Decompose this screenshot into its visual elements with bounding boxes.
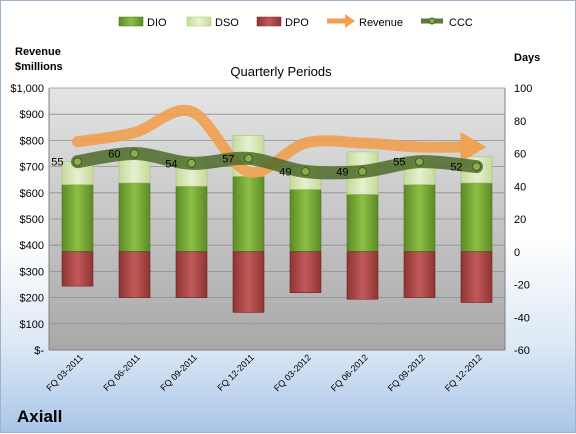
ccc-data-label: 60	[108, 149, 120, 161]
left-tick-label: $-	[34, 345, 44, 357]
left-axis-title-line2: $millions	[15, 61, 63, 73]
bar-dio	[403, 184, 436, 253]
ccc-point	[187, 158, 196, 168]
legend-label-ccc: CCC	[449, 17, 473, 29]
right-tick-label: 20	[514, 214, 526, 226]
revenue-arrowhead	[460, 131, 487, 162]
ccc-data-label: 52	[450, 162, 462, 174]
left-axis-title-line1: Revenue	[15, 46, 61, 58]
bar-dio	[232, 176, 265, 253]
left-tick-label: $800	[20, 135, 44, 147]
chart-title: Quarterly Periods	[230, 64, 332, 79]
right-tick-label: 100	[514, 83, 532, 95]
left-tick-label: $100	[20, 319, 44, 331]
ccc-data-label: 54	[165, 158, 177, 170]
legend: DIO DSO DPO Revenue CCC	[118, 14, 473, 29]
bar-dpo	[346, 251, 379, 300]
ccc-data-label: 55	[51, 157, 63, 169]
right-tick-label: 0	[514, 247, 520, 259]
x-tick-label: FQ 12-2012	[443, 352, 484, 393]
bar-dpo	[118, 251, 151, 298]
bar-dio	[175, 185, 208, 253]
bar-dio	[346, 194, 379, 253]
legend-label-dio: DIO	[147, 17, 167, 29]
ccc-data-label: 55	[393, 157, 405, 169]
ccc-line	[71, 146, 483, 180]
bar-dpo	[61, 251, 94, 287]
left-tick-label: $700	[20, 162, 44, 174]
right-tick-label: 60	[514, 149, 526, 161]
ccc-point	[301, 167, 310, 177]
ccc-point	[415, 157, 424, 167]
bar-dio	[289, 189, 322, 253]
left-tick-label: $900	[20, 109, 44, 121]
legend-swatch-dio	[118, 16, 144, 27]
right-tick-label: 80	[514, 116, 526, 128]
left-tick-label: $400	[20, 240, 44, 252]
ccc-point	[73, 157, 82, 167]
left-tick-label: $300	[20, 266, 44, 278]
x-tick-label: FQ 12-2011	[215, 352, 256, 393]
ccc-point	[244, 153, 253, 163]
ccc-point	[358, 167, 367, 177]
bar-dio	[118, 182, 151, 253]
bar-dio	[460, 182, 493, 253]
right-tick-label: 40	[514, 181, 526, 193]
x-tick-label: FQ 06-2011	[101, 352, 142, 393]
ccc-point	[130, 149, 139, 158]
legend-swatch-dso	[186, 16, 212, 27]
company-name: Axiall	[17, 407, 62, 426]
x-tick-label: FQ 09-2011	[158, 352, 199, 393]
right-tick-label: -40	[514, 312, 530, 324]
bar-dpo	[289, 251, 322, 293]
bar-dpo	[175, 251, 208, 298]
x-tick-label: FQ 09-2012	[386, 352, 427, 393]
bar-dio	[61, 184, 94, 253]
bar-dpo	[460, 251, 493, 303]
legend-marker-ccc	[428, 17, 436, 25]
ccc-data-label: 57	[222, 153, 234, 165]
left-tick-label: $1,000	[10, 83, 44, 95]
left-tick-label: $200	[20, 293, 44, 305]
legend-label-revenue: Revenue	[359, 17, 403, 29]
ccc-data-label: 49	[336, 167, 348, 179]
x-tick-label: FQ 03-2011	[44, 352, 85, 393]
x-tick-label: FQ 03-2012	[272, 352, 313, 393]
left-tick-label: $600	[20, 188, 44, 200]
ccc-data-label: 49	[279, 167, 291, 179]
x-tick-label: FQ 06-2012	[329, 352, 370, 393]
right-axis-title: Days	[514, 52, 540, 64]
bar-dpo	[232, 251, 265, 313]
ccc-layer: 55 60 54 57 49 49 55 52	[51, 146, 483, 180]
legend-label-dpo: DPO	[285, 17, 309, 29]
left-tick-label: $500	[20, 214, 44, 226]
legend-swatch-dpo	[256, 16, 282, 27]
right-tick-label: -60	[514, 345, 530, 357]
ccc-point	[472, 162, 481, 172]
legend-arrowhead-revenue	[345, 14, 355, 28]
right-tick-label: -20	[514, 280, 530, 292]
bar-dpo	[403, 251, 436, 298]
legend-label-dso: DSO	[215, 17, 239, 29]
